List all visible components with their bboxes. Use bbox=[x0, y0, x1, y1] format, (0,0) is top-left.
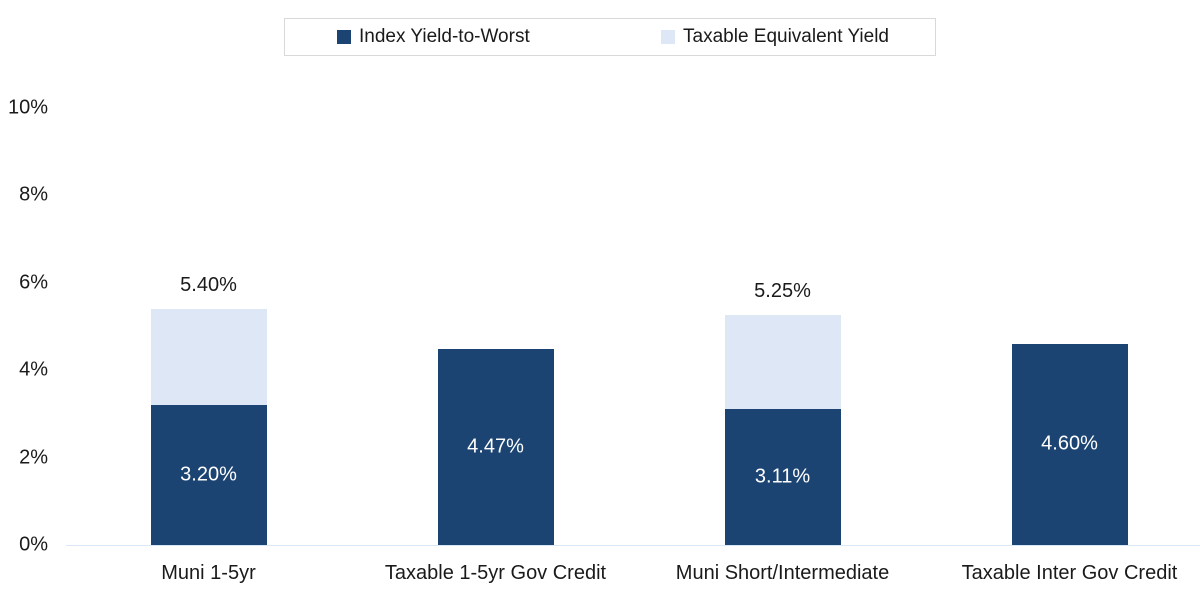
bar-value-label: 4.60% bbox=[1041, 432, 1098, 455]
y-axis-tick-label: 8% bbox=[19, 183, 48, 206]
legend-label-index-yield-to-worst: Index Yield-to-Worst bbox=[359, 26, 530, 47]
bar-2: 4.47% bbox=[437, 349, 554, 545]
y-axis-tick-label: 2% bbox=[19, 446, 48, 468]
y-axis-tick-label: 0% bbox=[19, 533, 48, 556]
bar-4: 4.60% bbox=[1011, 343, 1128, 545]
bar-segment-taxable-equivalent-yield bbox=[724, 315, 841, 409]
bar-value-label: 4.47% bbox=[467, 435, 524, 458]
bar-total-label: 5.25% bbox=[754, 280, 811, 303]
x-axis-line bbox=[66, 545, 1200, 546]
y-axis-tick-label: 4% bbox=[19, 358, 48, 381]
bar-value-label: 3.20% bbox=[180, 463, 237, 486]
bar-1: 3.20% bbox=[150, 308, 267, 545]
bar-value-label: 3.11% bbox=[754, 465, 811, 488]
bar-3: 3.11% bbox=[724, 315, 841, 545]
bar-segment-index-yield-to-worst: 3.20% bbox=[150, 405, 267, 545]
bar-total-label: 5.40% bbox=[180, 273, 237, 296]
y-axis: 0% 2% 4% 6% 8% 10% bbox=[0, 0, 50, 600]
bar-segment-taxable-equivalent-yield bbox=[150, 308, 267, 405]
bar-segment-index-yield-to-worst: 4.47% bbox=[437, 349, 554, 545]
legend: Index Yield-to-Worst Taxable Equivalent … bbox=[284, 18, 936, 56]
bars-container: 3.20% 5.40% 4.47% 3.11% 5.25% 4.60% bbox=[65, 0, 1200, 545]
legend-swatch-taxable-equivalent-yield-icon bbox=[661, 30, 676, 44]
legend-item-index-yield-to-worst: Index Yield-to-Worst bbox=[337, 26, 530, 48]
y-axis-tick-label: 10% bbox=[7, 96, 48, 118]
x-axis: Muni 1-5yr Taxable 1-5yr Gov Credit Muni S… bbox=[65, 562, 1200, 592]
bar-segment-index-yield-to-worst: 3.11% bbox=[724, 408, 841, 545]
legend-label-taxable-equivalent-yield: Taxable Equivalent Yield bbox=[683, 26, 889, 47]
legend-swatch-index-yield-to-worst-icon bbox=[337, 30, 351, 44]
bar-segment-index-yield-to-worst: 4.60% bbox=[1011, 343, 1128, 545]
x-axis-label: Taxable 1-5yr Gov Credit bbox=[384, 562, 607, 584]
x-axis-label: Taxable Inter Gov Credit bbox=[961, 562, 1178, 584]
x-axis-label: Muni 1-5yr bbox=[161, 562, 256, 584]
x-axis-label: Muni Short/Intermediate bbox=[675, 562, 890, 584]
legend-item-taxable-equivalent-yield: Taxable Equivalent Yield bbox=[661, 26, 889, 48]
y-axis-tick-label: 6% bbox=[19, 271, 48, 293]
